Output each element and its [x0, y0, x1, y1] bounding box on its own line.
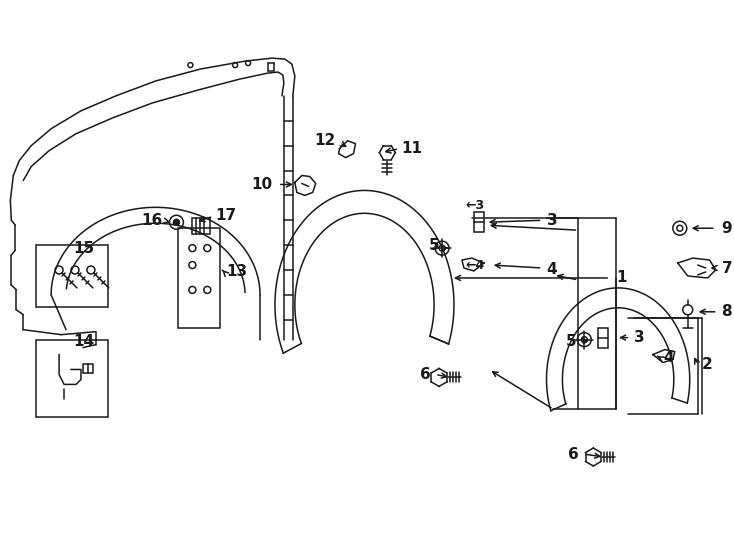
Text: 2: 2 [702, 357, 713, 372]
Bar [598, 328, 608, 348]
Text: 10: 10 [251, 177, 272, 192]
Bar [192, 218, 210, 234]
Text: 7: 7 [722, 260, 733, 275]
Text: 6: 6 [421, 367, 431, 382]
Text: 16: 16 [141, 213, 162, 228]
Text: 14: 14 [73, 334, 94, 349]
Text: 3: 3 [547, 213, 557, 228]
Text: 12: 12 [314, 133, 335, 148]
Text: 9: 9 [722, 221, 733, 236]
Text: 11: 11 [401, 141, 422, 156]
Text: 1: 1 [616, 271, 627, 286]
Text: 5: 5 [566, 334, 576, 349]
Text: ←4: ←4 [465, 259, 484, 272]
Text: 8: 8 [722, 304, 733, 319]
Text: 15: 15 [73, 241, 94, 255]
Text: ←3: ←3 [465, 199, 484, 212]
Text: 6: 6 [567, 447, 578, 462]
Text: 5: 5 [429, 238, 439, 253]
Text: 4: 4 [663, 350, 674, 365]
Text: 13: 13 [226, 265, 247, 280]
Text: 17: 17 [215, 208, 236, 223]
Bar [36, 245, 108, 307]
Bar [178, 228, 220, 328]
Circle shape [173, 219, 179, 225]
Bar [83, 364, 93, 374]
Text: 3: 3 [634, 330, 644, 345]
Bar [36, 340, 108, 417]
Bar [474, 212, 484, 232]
Text: 4: 4 [547, 262, 557, 278]
